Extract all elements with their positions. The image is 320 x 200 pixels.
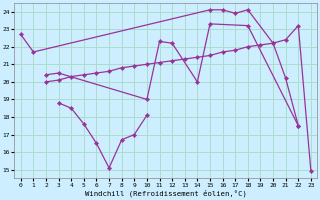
X-axis label: Windchill (Refroidissement éolien,°C): Windchill (Refroidissement éolien,°C) [85,190,247,197]
